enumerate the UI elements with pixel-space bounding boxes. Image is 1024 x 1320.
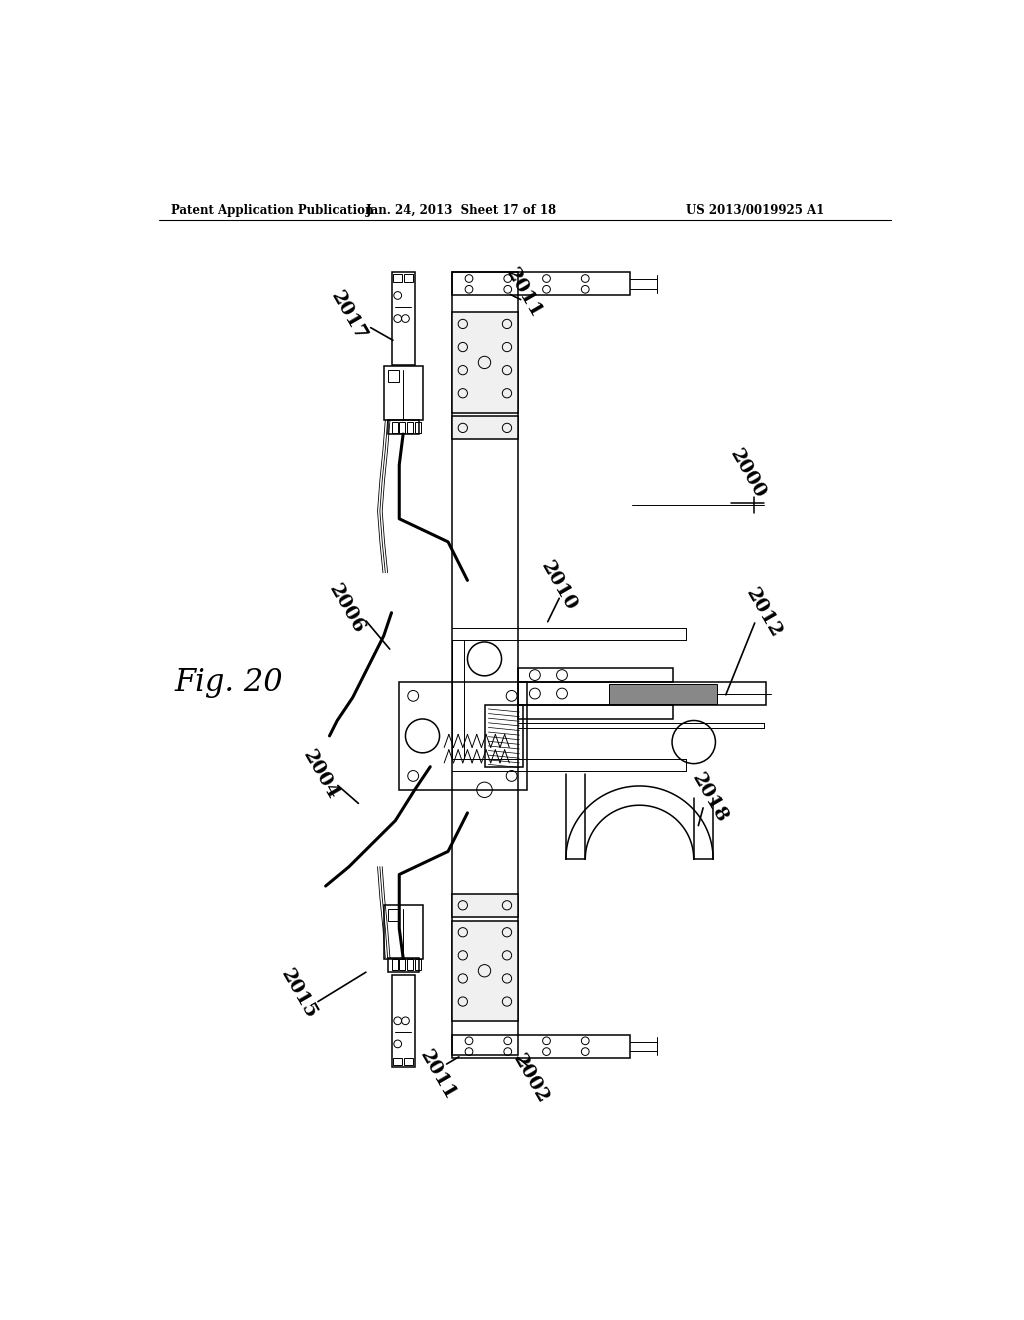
- Bar: [407, 422, 414, 433]
- Text: US 2013/0019925 A1: US 2013/0019925 A1: [686, 205, 824, 218]
- Text: 2000: 2000: [727, 446, 769, 502]
- Bar: [393, 275, 402, 281]
- Bar: [518, 682, 766, 705]
- Bar: [415, 422, 421, 433]
- Bar: [452, 272, 630, 296]
- Bar: [388, 370, 399, 381]
- Text: 2011: 2011: [502, 265, 545, 321]
- Bar: [388, 420, 419, 434]
- Bar: [608, 684, 717, 704]
- Text: 2018: 2018: [688, 770, 730, 825]
- Bar: [388, 909, 399, 921]
- Bar: [391, 272, 415, 364]
- Text: 2015: 2015: [278, 966, 319, 1022]
- Bar: [399, 960, 406, 970]
- Bar: [399, 422, 406, 433]
- Text: Jan. 24, 2013  Sheet 17 of 18: Jan. 24, 2013 Sheet 17 of 18: [366, 205, 557, 218]
- Bar: [518, 705, 673, 719]
- Bar: [393, 1057, 402, 1065]
- Bar: [384, 367, 423, 420]
- Bar: [407, 960, 414, 970]
- Bar: [452, 272, 518, 1056]
- Text: 2012: 2012: [742, 585, 784, 640]
- Bar: [388, 958, 419, 972]
- Bar: [399, 682, 527, 789]
- Text: Fig. 20: Fig. 20: [174, 667, 283, 697]
- Bar: [484, 705, 523, 767]
- Text: 2011: 2011: [417, 1047, 460, 1102]
- Bar: [391, 960, 397, 970]
- Bar: [452, 894, 518, 917]
- Bar: [391, 422, 397, 433]
- Text: Patent Application Publication: Patent Application Publication: [171, 205, 373, 218]
- Text: 2017: 2017: [328, 288, 371, 345]
- Bar: [391, 974, 415, 1067]
- Bar: [452, 313, 518, 413]
- Bar: [415, 960, 421, 970]
- Bar: [452, 1035, 630, 1057]
- Bar: [452, 416, 518, 440]
- Bar: [518, 668, 673, 682]
- Bar: [403, 275, 414, 281]
- Text: 2006: 2006: [326, 581, 368, 636]
- Text: 2004: 2004: [299, 747, 341, 803]
- Text: 2010: 2010: [537, 558, 580, 614]
- Text: 2002: 2002: [510, 1051, 552, 1106]
- Bar: [384, 906, 423, 960]
- Bar: [452, 921, 518, 1020]
- Bar: [403, 1057, 414, 1065]
